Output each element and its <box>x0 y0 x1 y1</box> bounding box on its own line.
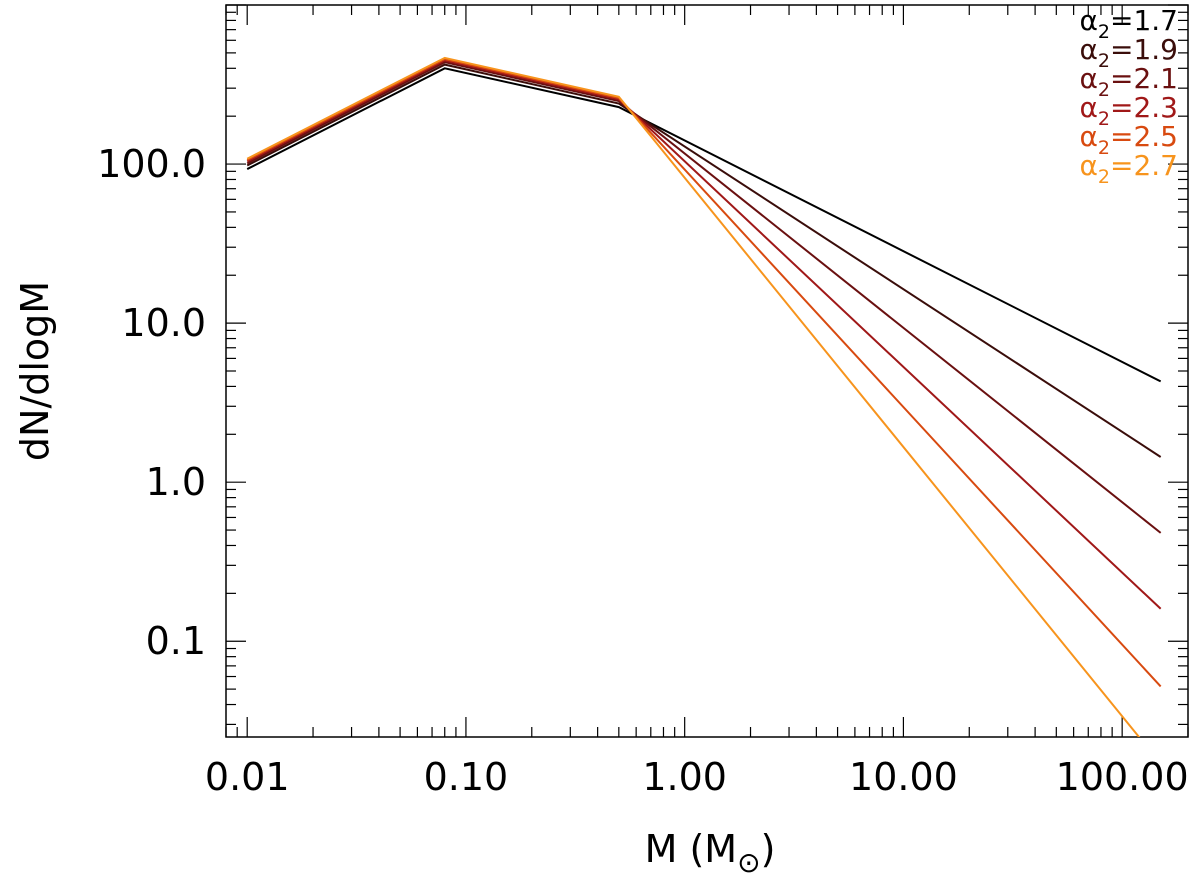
legend-entry-1: α2=1.7 <box>1079 4 1178 43</box>
series-lines <box>246 56 1162 737</box>
x-tick-label: 100.00 <box>1056 755 1189 799</box>
series-line-3 <box>246 61 1162 534</box>
legend-entry-6: α2=2.7 <box>1079 149 1178 188</box>
series-line-6 <box>246 56 1141 737</box>
series-line-2 <box>246 63 1162 458</box>
x-tick-labels: 0.01 0.10 1.00 10.00 100.00 <box>205 755 1189 799</box>
y-tick-label: 1.0 <box>146 460 206 504</box>
x-tick-label: 10.00 <box>849 755 958 799</box>
x-tick-label: 0.01 <box>205 755 290 799</box>
legend-entry-2: α2=1.9 <box>1079 33 1178 72</box>
y-tick-label: 10.0 <box>121 301 206 345</box>
legend-entry-3: α2=2.1 <box>1079 62 1178 101</box>
series-line-4 <box>246 59 1162 610</box>
y-axis-title: dN/dlogM <box>13 281 57 461</box>
x-tick-label: 0.10 <box>424 755 509 799</box>
series-line-5 <box>246 58 1162 688</box>
x-tick-label: 1.00 <box>642 755 727 799</box>
x-axis-title: M (M⊙) <box>645 827 776 874</box>
series-line-1 <box>246 67 1162 383</box>
y-tick-label: 0.1 <box>146 619 206 663</box>
legend-entry-5: α2=2.5 <box>1079 120 1178 159</box>
legend-entry-4: α2=2.3 <box>1079 91 1178 130</box>
legend: α2=1.7α2=1.9α2=2.1α2=2.3α2=2.5α2=2.7 <box>1079 4 1178 188</box>
axis-ticks <box>225 4 1189 737</box>
plot-frame <box>225 4 1189 738</box>
y-tick-label: 100.0 <box>97 142 206 186</box>
y-tick-labels: 0.1 1.0 10.0 100.0 <box>97 142 206 663</box>
